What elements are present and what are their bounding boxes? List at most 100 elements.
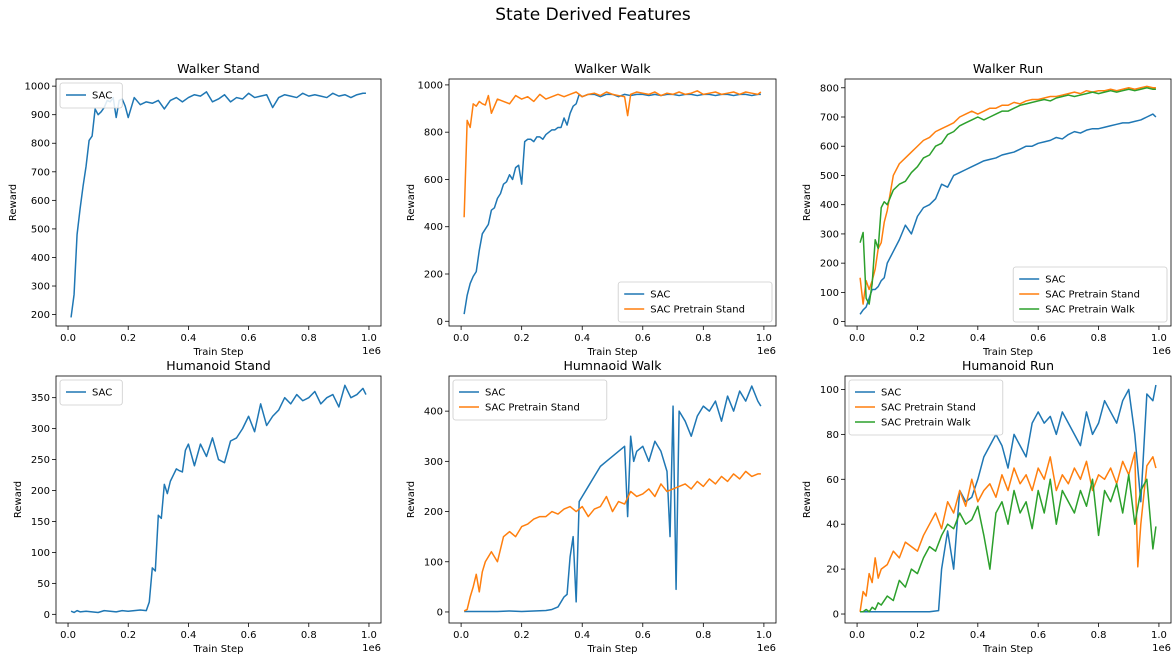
x-offset-label: 1e6 [1152,346,1171,357]
y-tick-label: 700 [31,167,50,178]
legend-label: SAC [485,388,505,399]
y-tick-label: 900 [31,110,50,121]
x-tick-label: 0.0 [849,630,865,641]
axes-frame [55,375,382,624]
legend-label: SAC [92,91,112,102]
x-offset-label: 1e6 [1152,643,1171,654]
x-tick-label: 0.4 [180,333,196,344]
y-tick-label: 200 [31,486,50,497]
legend: SAC [59,379,123,406]
axes-frame [448,375,777,624]
y-tick-label: 60 [826,475,839,486]
x-tick-label: 0.4 [180,630,196,641]
x-tick-label: 0.6 [241,630,257,641]
figure-suptitle: State Derived Features [495,5,691,25]
y-tick-label: 200 [424,270,443,281]
y-tick-label: 100 [820,385,839,396]
series-group [463,90,762,315]
y-tick-label: 300 [31,424,50,435]
y-tick-label: 100 [424,557,443,568]
x-tick-label: 0.2 [514,333,530,344]
legend-label: SAC Pretrain Walk [1045,305,1135,316]
x-tick-label: 0.8 [301,630,317,641]
legend-label: SAC Pretrain Stand [650,305,745,316]
y-tick-label: 40 [826,520,839,531]
subplot-5: Humnaoid Walk 0.0 0.2 0.4 0.6 0.8 1.0 0 100 200 30… [406,358,777,655]
x-tick-label: 0.8 [1091,333,1107,344]
x-axis-label: Train Step [982,347,1033,358]
x-tick-label: 0.0 [453,630,469,641]
x-tick-label: 0.2 [909,333,925,344]
x-tick-label: 1.0 [1151,333,1167,344]
y-tick-label: 1000 [25,82,50,93]
y-tick-label: 400 [424,407,443,418]
legend: SAC SAC Pretrain Stand SAC Pretrain Walk [1012,266,1168,323]
x-tick-label: 0.6 [635,630,651,641]
legend-label: SAC [650,290,670,301]
x-tick-label: 1.0 [361,333,377,344]
subplot-3: Walker Run 0.0 0.2 0.4 0.6 0.8 1.0 0 100 200 300 40… [802,61,1172,358]
x-tick-label: 0.2 [120,630,136,641]
legend-label: SAC Pretrain Stand [485,403,580,414]
y-tick-label: 300 [424,457,443,468]
x-tick-label: 0.0 [60,630,76,641]
y-tick-label: 400 [820,200,839,211]
x-tick-label: 0.8 [301,333,317,344]
legend-label: SAC [1045,275,1065,286]
y-tick-label: 700 [820,113,839,124]
y-tick-label: 200 [31,310,50,321]
y-tick-label: 600 [820,142,839,153]
y-tick-label: 80 [826,430,839,441]
y-axis-label: Reward [13,481,24,518]
series-line-sac-pretrain-stand [859,451,1157,612]
y-tick-label: 1000 [418,80,443,91]
y-tick-label: 300 [820,229,839,240]
y-tick-label: 0 [437,317,443,328]
x-tick-label: 0.6 [1030,630,1046,641]
y-tick-label: 800 [424,128,443,139]
subplot-4: Humanoid Stand 0.0 0.2 0.4 0.6 0.8 1.0 0 50 100 15… [13,358,382,655]
x-tick-label: 0.4 [970,333,986,344]
legend-box [617,281,773,323]
series-line-sac-pretrain-stand [859,85,1156,305]
y-tick-label: 0 [833,610,839,621]
y-axis-label: Reward [802,184,813,221]
legend-label: SAC [881,388,901,399]
y-axis-label: Reward [8,184,19,221]
series-group [70,91,366,318]
legend-box [59,379,123,406]
x-tick-label: 1.0 [361,630,377,641]
y-tick-label: 50 [37,579,50,590]
legend-box [59,82,123,109]
legend-box [1012,266,1168,323]
legend: SAC [59,82,123,109]
axes-frame [448,78,777,327]
y-tick-label: 600 [31,196,50,207]
legend-box [848,379,1004,436]
y-tick-label: 20 [826,565,839,576]
y-tick-label: 400 [31,253,50,264]
x-tick-label: 0.4 [574,333,590,344]
subplot-title: Walker Run [973,61,1043,76]
series-line-sac-pretrain-walk [860,474,1157,613]
subplot-title: Walker Walk [574,61,651,76]
subplot-title: Humnaoid Walk [563,358,662,373]
x-offset-label: 1e6 [757,643,776,654]
subplot-title: Walker Stand [177,61,260,76]
series-line-sac [859,113,1157,315]
y-tick-label: 600 [424,175,443,186]
series-group [70,384,367,614]
x-offset-label: 1e6 [362,346,381,357]
legend: SAC SAC Pretrain Stand [452,379,608,421]
series-line-sac [464,385,762,613]
legend-box [452,379,608,421]
x-axis-label: Train Step [193,347,244,358]
legend-label: SAC [92,388,112,399]
x-axis-label: Train Step [587,644,638,655]
x-axis-label: Train Step [587,347,638,358]
y-tick-label: 150 [31,517,50,528]
x-offset-label: 1e6 [362,643,381,654]
subplot-title: Humanoid Run [962,358,1054,373]
